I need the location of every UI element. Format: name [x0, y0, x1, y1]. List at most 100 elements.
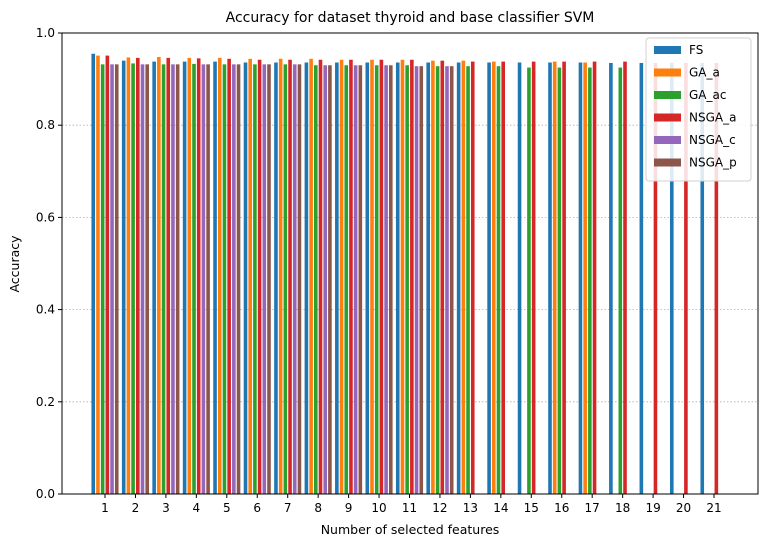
- bar-nsga-p: [389, 65, 393, 495]
- legend-swatch: [654, 68, 681, 77]
- bar-fs: [274, 62, 278, 495]
- bar-nsga-c: [262, 64, 267, 495]
- x-tick-label: 13: [463, 501, 478, 515]
- bar-nsga-a: [653, 62, 658, 495]
- bar-ga-a: [248, 58, 252, 494]
- bar-nsga-p: [236, 64, 241, 495]
- y-axis-label: Accuracy: [7, 235, 22, 293]
- x-tick-label: 7: [284, 501, 292, 515]
- bar-fs: [335, 62, 339, 495]
- x-tick-label: 18: [615, 501, 630, 515]
- bar-fs: [548, 62, 552, 495]
- bar-nsga-a: [318, 59, 323, 494]
- x-tick-label: 19: [645, 501, 660, 515]
- bar-ga-ac: [496, 66, 501, 494]
- bar-nsga-a: [623, 61, 627, 494]
- bar-fs: [517, 62, 522, 495]
- bar-ga-ac: [222, 64, 227, 495]
- bar-nsga-c: [414, 66, 419, 494]
- legend-swatch: [654, 136, 681, 144]
- legend: FS GA_a GA_ac NSGA_a NSGA_c NSGA_p: [645, 37, 752, 182]
- bar-ga-a: [157, 56, 161, 495]
- legend-swatch: [654, 113, 681, 122]
- bar-fs: [152, 61, 156, 494]
- bar-nsga-a: [257, 59, 262, 494]
- bar-nsga-p: [114, 64, 119, 495]
- y-tick-label: 0.8: [36, 118, 55, 132]
- x-tick-label: 15: [524, 501, 539, 515]
- bars: [91, 53, 719, 495]
- bar-ga-ac: [557, 67, 562, 494]
- bar-nsga-a: [288, 59, 292, 494]
- bar-nsga-a: [227, 58, 231, 494]
- bar-ga-ac: [283, 64, 288, 495]
- bar-ga-ac: [374, 65, 379, 495]
- bar-nsga-a: [136, 57, 140, 494]
- bar-ga-ac: [466, 66, 470, 494]
- bar-nsga-p: [358, 65, 363, 495]
- bar-ga-a: [339, 59, 344, 494]
- y-axis: 0.0 0.2 0.4 0.6 0.8 1.0: [36, 26, 62, 501]
- bar-ga-a: [492, 61, 496, 494]
- legend-swatch: [654, 158, 681, 167]
- bar-ga-ac: [435, 66, 440, 494]
- y-tick-label: 1.0: [36, 26, 55, 40]
- bar-nsga-c: [353, 65, 358, 495]
- legend-label: GA_a: [689, 66, 720, 80]
- x-tick-label: 21: [706, 501, 721, 515]
- chart-title: Accuracy for dataset thyroid and base cl…: [226, 10, 595, 26]
- bar-nsga-c: [384, 65, 388, 495]
- bar-nsga-a: [379, 59, 384, 494]
- bar-nsga-a: [531, 61, 536, 494]
- x-tick-label: 16: [554, 501, 569, 515]
- bar-nsga-p: [419, 66, 424, 494]
- x-tick-label: 2: [132, 501, 140, 515]
- x-tick-label: 1: [101, 501, 109, 515]
- bar-fs: [670, 62, 674, 495]
- bar-fs: [487, 62, 491, 495]
- bar-ga-ac: [405, 65, 409, 495]
- bar-nsga-p: [328, 65, 332, 495]
- legend-label: GA_ac: [689, 88, 726, 102]
- bar-nsga-a: [166, 57, 171, 494]
- x-tick-label: 4: [193, 501, 201, 515]
- bar-fs: [182, 61, 187, 494]
- x-tick-label: 17: [585, 501, 600, 515]
- bar-ga-ac: [344, 65, 349, 495]
- bar-ga-a: [552, 61, 557, 494]
- x-tick-label: 20: [676, 501, 691, 515]
- legend-label: NSGA_p: [689, 156, 737, 170]
- bar-ga-ac: [161, 64, 166, 495]
- y-tick-label: 0.0: [36, 487, 55, 501]
- legend-label: NSGA_a: [689, 111, 736, 125]
- bar-nsga-p: [145, 64, 149, 495]
- bar-fs: [304, 62, 309, 495]
- bar-fs: [243, 62, 248, 495]
- x-tick-label: 9: [345, 501, 353, 515]
- bar-ga-ac: [618, 67, 623, 494]
- x-tick-label: 3: [162, 501, 170, 515]
- bar-nsga-c: [445, 66, 449, 494]
- legend-swatch: [654, 46, 681, 54]
- legend-label: FS: [689, 43, 703, 57]
- bar-ga-a: [431, 60, 435, 494]
- legend-swatch: [654, 91, 681, 99]
- bar-nsga-a: [684, 62, 688, 495]
- bar-fs: [213, 61, 217, 494]
- bar-nsga-p: [267, 64, 271, 495]
- bar-ga-ac: [314, 65, 318, 495]
- bar-nsga-a: [440, 60, 445, 494]
- y-tick-label: 0.4: [36, 303, 55, 317]
- bar-ga-a: [370, 59, 374, 494]
- bar-nsga-a: [105, 55, 110, 495]
- bar-fs: [365, 62, 370, 495]
- bar-fs: [121, 60, 126, 494]
- bar-nsga-p: [206, 64, 210, 495]
- bar-ga-ac: [131, 63, 135, 495]
- bar-fs: [578, 62, 583, 495]
- bar-nsga-a: [470, 61, 475, 494]
- bar-nsga-p: [449, 66, 454, 494]
- bar-nsga-p: [297, 64, 302, 495]
- x-tick-label: 5: [223, 501, 231, 515]
